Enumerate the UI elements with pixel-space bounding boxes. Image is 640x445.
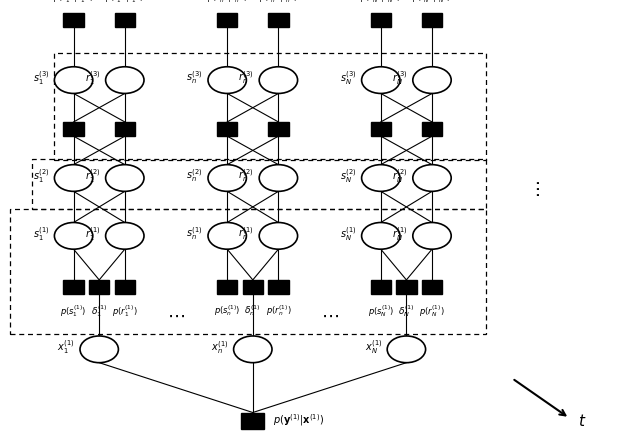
Text: $p(\mathbf{y}^{(1)}|\mathbf{x}^{(1)})$: $p(\mathbf{y}^{(1)}|\mathbf{x}^{(1)})$ [273, 413, 324, 429]
Text: $x_N^{(1)}$: $x_N^{(1)}$ [365, 338, 382, 356]
Circle shape [106, 165, 144, 191]
Text: $\delta_N^{(1)}$: $\delta_N^{(1)}$ [398, 303, 415, 319]
Text: $x_1^{(1)}$: $x_1^{(1)}$ [58, 338, 75, 356]
Text: $r_1^{(2)}$: $r_1^{(2)}$ [85, 167, 100, 185]
Text: $r_N^{(3)}$: $r_N^{(3)}$ [392, 69, 408, 87]
Bar [217, 122, 237, 136]
Bar [268, 280, 289, 294]
Text: $r_n^{(2)}$: $r_n^{(2)}$ [239, 167, 254, 184]
Text: $p(r_1^{(3)}|r_1^{(2)})$: $p(r_1^{(3)}|r_1^{(2)})$ [105, 0, 145, 5]
Text: $p(s_n^{(1)})$: $p(s_n^{(1)})$ [214, 303, 241, 318]
Text: $r_1^{(1)}$: $r_1^{(1)}$ [85, 225, 100, 243]
Bar [63, 280, 84, 294]
Circle shape [80, 336, 118, 363]
Circle shape [413, 165, 451, 191]
Circle shape [208, 67, 246, 93]
Bar [396, 280, 417, 294]
Text: $t$: $t$ [578, 413, 587, 429]
Text: $\cdots$: $\cdots$ [321, 307, 339, 325]
Bar [10, 209, 486, 334]
Bar [371, 122, 391, 136]
Circle shape [387, 336, 426, 363]
Circle shape [362, 67, 400, 93]
Text: $s_1^{(2)}$: $s_1^{(2)}$ [33, 167, 49, 185]
Circle shape [259, 67, 298, 93]
Text: $r_N^{(2)}$: $r_N^{(2)}$ [392, 167, 408, 185]
Text: $\delta_1^{(1)}$: $\delta_1^{(1)}$ [91, 303, 108, 319]
Bar [217, 280, 237, 294]
Text: $s_N^{(2)}$: $s_N^{(2)}$ [340, 167, 356, 185]
Text: $p(s_1^{(1)})$: $p(s_1^{(1)})$ [60, 303, 87, 319]
Bar [371, 280, 391, 294]
Bar [89, 280, 109, 294]
Bar [241, 413, 264, 429]
Bar [422, 280, 442, 294]
Text: $p(s_N^{(3)}|s_N^{(2)})$: $p(s_N^{(3)}|s_N^{(2)})$ [360, 0, 401, 5]
Circle shape [106, 222, 144, 249]
Text: $s_N^{(3)}$: $s_N^{(3)}$ [340, 69, 356, 87]
Text: $\cdots$: $\cdots$ [529, 178, 547, 196]
Circle shape [54, 67, 93, 93]
Bar [63, 13, 84, 27]
Circle shape [106, 67, 144, 93]
Bar [115, 13, 135, 27]
Text: $r_n^{(1)}$: $r_n^{(1)}$ [239, 225, 254, 242]
Text: $s_N^{(1)}$: $s_N^{(1)}$ [340, 225, 356, 243]
Circle shape [208, 165, 246, 191]
Bar [32, 159, 486, 209]
Bar [63, 122, 84, 136]
Text: $s_n^{(2)}$: $s_n^{(2)}$ [186, 167, 203, 184]
Text: $\cdots$: $\cdots$ [167, 307, 185, 325]
Text: $p(r_1^{(1)})$: $p(r_1^{(1)})$ [112, 303, 138, 319]
Text: $p(s_1^{(3)}|s_1^{(2)})$: $p(s_1^{(3)}|s_1^{(2)})$ [53, 0, 94, 5]
Circle shape [362, 165, 400, 191]
Text: $p(r_n^{(1)})$: $p(r_n^{(1)})$ [266, 303, 291, 318]
Circle shape [413, 67, 451, 93]
Text: $s_1^{(1)}$: $s_1^{(1)}$ [33, 225, 49, 243]
Circle shape [54, 222, 93, 249]
Bar [422, 122, 442, 136]
Bar [268, 13, 289, 27]
Text: $p(r_N^{(1)})$: $p(r_N^{(1)})$ [419, 303, 445, 319]
Text: $s_n^{(1)}$: $s_n^{(1)}$ [186, 225, 203, 242]
Bar [371, 13, 391, 27]
Circle shape [362, 222, 400, 249]
Text: $r_N^{(1)}$: $r_N^{(1)}$ [392, 225, 408, 243]
Text: $s_1^{(3)}$: $s_1^{(3)}$ [33, 69, 49, 87]
Circle shape [259, 165, 298, 191]
Circle shape [234, 336, 272, 363]
Bar [54, 53, 486, 160]
Text: $\delta_n^{(1)}$: $\delta_n^{(1)}$ [244, 303, 261, 318]
Bar [115, 122, 135, 136]
Text: $p(s_N^{(1)})$: $p(s_N^{(1)})$ [367, 303, 394, 319]
Circle shape [208, 222, 246, 249]
Circle shape [413, 222, 451, 249]
Bar [422, 13, 442, 27]
Text: $r_n^{(3)}$: $r_n^{(3)}$ [239, 69, 254, 86]
Text: $r_1^{(3)}$: $r_1^{(3)}$ [85, 69, 100, 87]
Bar [115, 280, 135, 294]
Text: $x_n^{(1)}$: $x_n^{(1)}$ [211, 339, 228, 356]
Circle shape [54, 165, 93, 191]
Text: $p(r_n^{(3)}|r_n^{(2)})$: $p(r_n^{(3)}|r_n^{(2)})$ [259, 0, 298, 5]
Circle shape [259, 222, 298, 249]
Bar [217, 13, 237, 27]
Bar [268, 122, 289, 136]
Bar [243, 280, 263, 294]
Text: $p(r_N^{(3)}|r_N^{(2)})$: $p(r_N^{(3)}|r_N^{(2)})$ [412, 0, 452, 5]
Text: $p(s_n^{(3)}|s_n^{(2)})$: $p(s_n^{(3)}|s_n^{(2)})$ [207, 0, 248, 5]
Text: $s_n^{(3)}$: $s_n^{(3)}$ [186, 69, 203, 86]
